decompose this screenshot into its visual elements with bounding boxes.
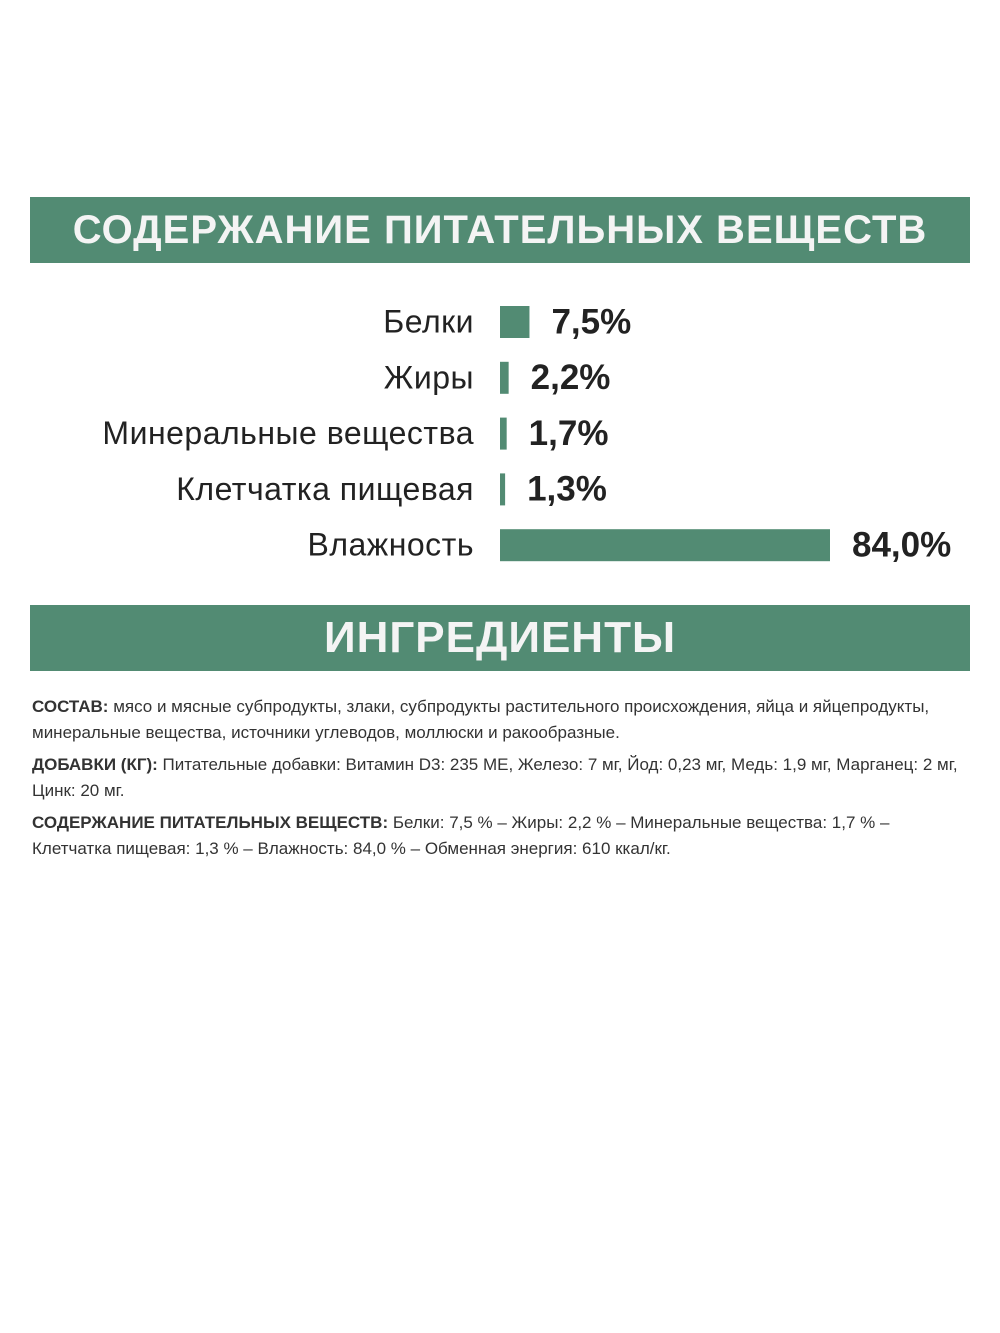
category-label: Жиры <box>384 359 474 395</box>
value-label: 1,3% <box>527 470 607 509</box>
bar <box>500 473 506 506</box>
value-label: 7,5% <box>551 302 631 341</box>
category-label: Белки <box>383 303 474 339</box>
ingredient-label: СОДЕРЖАНИЕ ПИТАТЕЛЬНЫХ ВЕЩЕСТВ: <box>32 813 389 832</box>
bar <box>500 529 830 562</box>
ingredient-paragraph: СОДЕРЖАНИЕ ПИТАТЕЛЬНЫХ ВЕЩЕСТВ: Белки: 7… <box>32 810 972 862</box>
ingredient-paragraph: ДОБАВКИ (КГ): Питательные добавки: Витам… <box>32 752 972 804</box>
ingredients-title: ИНГРЕДИЕНТЫ <box>30 605 970 671</box>
ingredients-list: СОСТАВ: мясо и мясные субпродукты, злаки… <box>32 694 972 868</box>
value-label: 1,7% <box>529 414 609 453</box>
chart-title: СОДЕРЖАНИЕ ПИТАТЕЛЬНЫХ ВЕЩЕСТВ <box>30 197 970 263</box>
ingredient-text: Питательные добавки: Витамин D3: 235 МЕ,… <box>32 755 958 800</box>
bar <box>500 361 509 394</box>
value-label: 2,2% <box>531 358 611 397</box>
ingredient-text: Белки: 7,5 % – Жиры: 2,2 % – Минеральные… <box>32 813 890 858</box>
value-label: 84,0% <box>852 525 951 564</box>
category-label: Клетчатка пищевая <box>176 471 474 507</box>
ingredient-label: ДОБАВКИ (КГ): <box>32 755 158 774</box>
chart: Белки 7,5% Жиры 2,2% Минеральные вещества 1,7… <box>102 302 951 564</box>
category-label: Минеральные вещества <box>102 415 474 451</box>
category-label: Влажность <box>307 527 474 563</box>
ingredient-text: мясо и мясные субпродукты, злаки, субпро… <box>32 697 930 742</box>
ingredient-paragraph: СОСТАВ: мясо и мясные субпродукты, злаки… <box>32 694 972 746</box>
ingredient-label: СОСТАВ: <box>32 697 109 716</box>
bar <box>500 417 507 450</box>
bar <box>500 306 530 338</box>
